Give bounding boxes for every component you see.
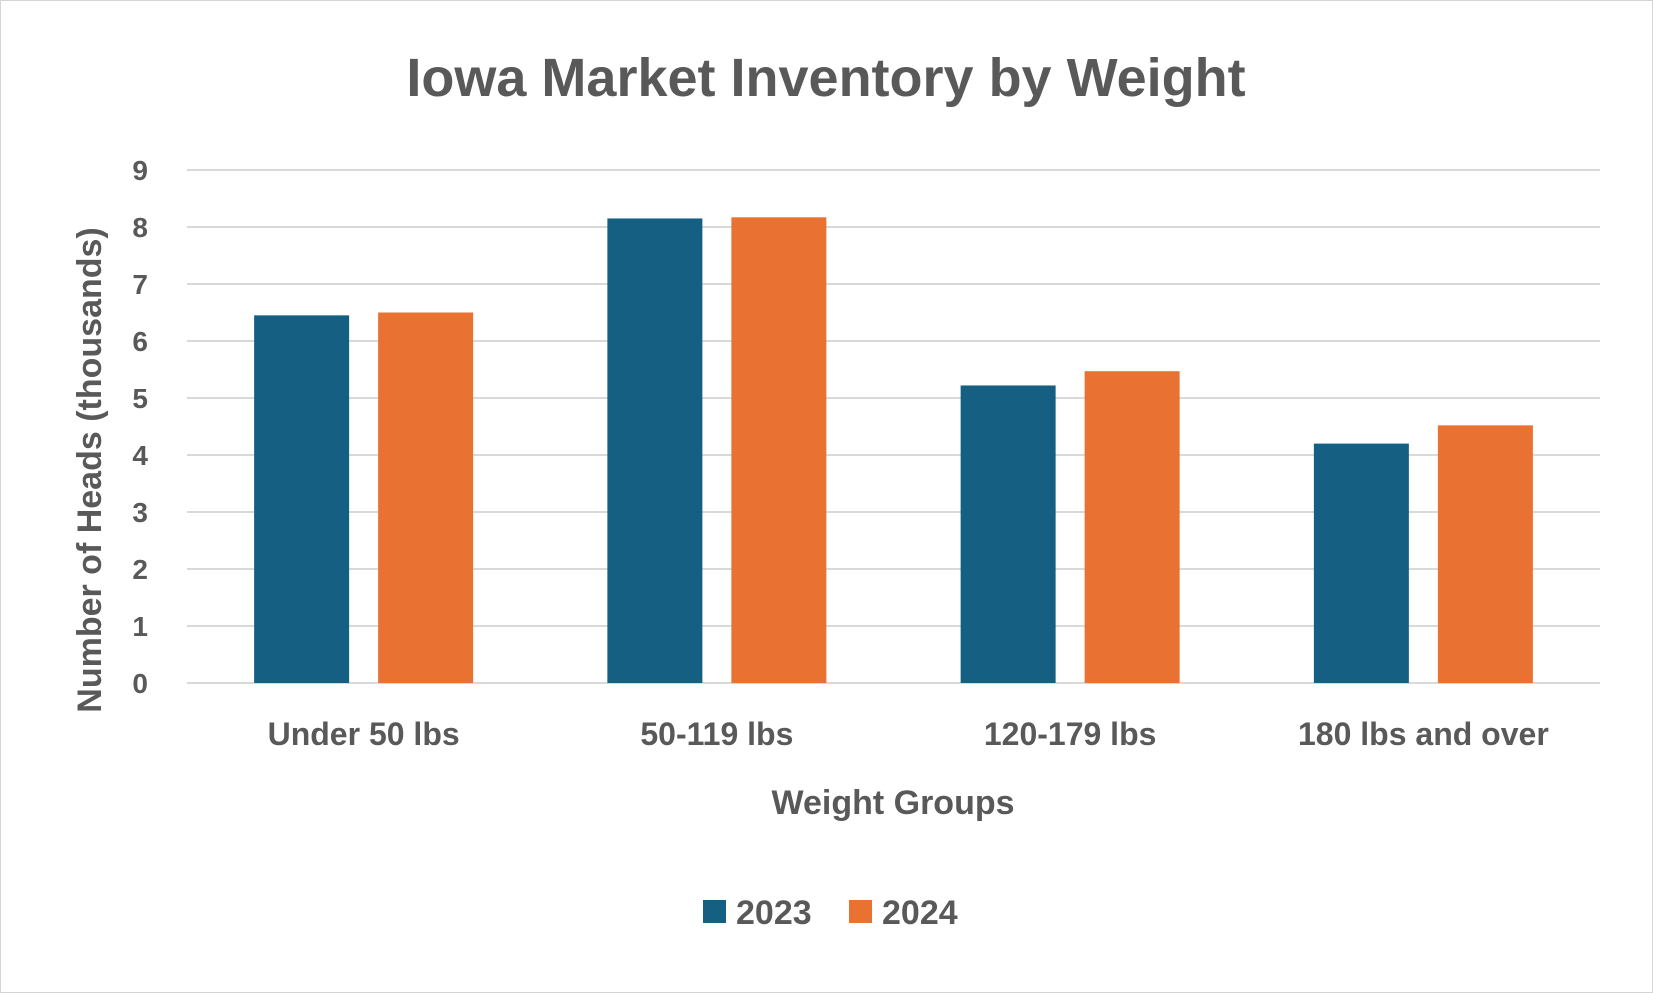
x-axis-ticks: Under 50 lbs 50-119 lbs 120-179 lbs 180 lbs… [268, 716, 1549, 752]
y-tick-label: 9 [132, 155, 148, 186]
x-tick-label: 120-179 lbs [984, 716, 1157, 752]
legend-swatch-2024 [849, 900, 872, 923]
legend: 2023 2024 [703, 894, 958, 932]
y-tick-label: 4 [132, 440, 148, 471]
bar-2024-3 [1437, 425, 1533, 683]
y-tick-label: 7 [132, 269, 148, 300]
x-axis-label: Weight Groups [771, 784, 1014, 822]
y-tick-label: 6 [132, 326, 148, 357]
y-tick-label: 3 [132, 497, 148, 528]
y-axis-ticks: 0 1 2 3 4 5 6 7 8 9 [132, 155, 148, 699]
y-axis-label: Number of Heads (thousands) [71, 227, 109, 712]
bar-2023-1 [607, 218, 703, 683]
x-tick-label: Under 50 lbs [268, 716, 460, 752]
bar-2024-1 [731, 217, 827, 683]
bars [254, 217, 1533, 683]
y-tick-label: 1 [132, 611, 148, 642]
y-tick-label: 5 [132, 383, 148, 414]
y-tick-label: 2 [132, 554, 148, 585]
bar-2024-0 [378, 312, 474, 683]
bar-2023-0 [254, 315, 350, 683]
chart-title: Iowa Market Inventory by Weight [406, 48, 1245, 108]
legend-swatch-2023 [703, 900, 726, 923]
legend-label-2024: 2024 [882, 894, 958, 932]
bar-2024-2 [1084, 371, 1180, 683]
bar-2023-2 [960, 385, 1056, 683]
legend-label-2023: 2023 [736, 894, 812, 932]
bar-2023-3 [1313, 443, 1409, 683]
x-tick-label: 50-119 lbs [640, 716, 793, 752]
y-tick-label: 0 [132, 668, 148, 699]
x-tick-label: 180 lbs and over [1298, 716, 1549, 752]
y-tick-label: 8 [132, 212, 148, 243]
